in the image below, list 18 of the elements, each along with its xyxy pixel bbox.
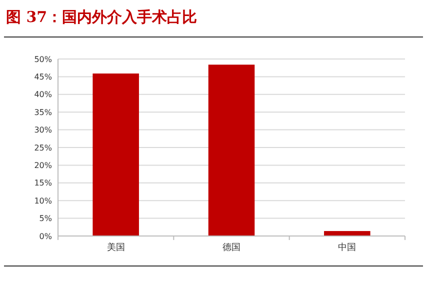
- y-tick-label: 35%: [34, 108, 52, 117]
- y-tick-label: 45%: [34, 72, 52, 82]
- y-tick-label: 30%: [34, 126, 52, 135]
- y-tick-label: 40%: [34, 90, 52, 100]
- x-tick-label: 美国: [106, 242, 125, 253]
- y-tick-label: 10%: [34, 196, 52, 206]
- bar: [208, 64, 255, 236]
- x-tick-label: 中国: [338, 242, 356, 253]
- bar: [92, 74, 139, 236]
- y-tick-label: 50%: [34, 54, 52, 64]
- y-tick-label: 15%: [34, 178, 52, 188]
- x-tick-label: 德国: [222, 242, 240, 253]
- y-tick-label: 20%: [34, 161, 52, 170]
- bar: [324, 231, 370, 236]
- y-tick-label: 5%: [39, 214, 52, 224]
- y-tick-label: 0%: [39, 232, 52, 241]
- y-tick-label: 25%: [34, 143, 52, 152]
- chart-title: 图 37：国内外介入手术占比: [6, 8, 198, 26]
